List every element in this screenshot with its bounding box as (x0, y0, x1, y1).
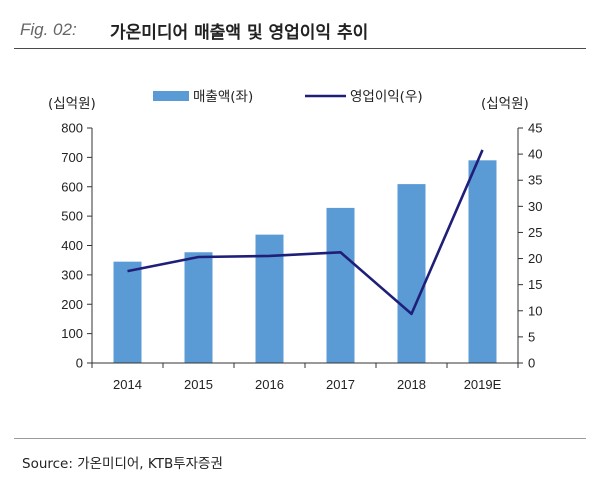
x-tick-label: 2015 (184, 377, 213, 392)
right-tick-label: 25 (528, 225, 542, 240)
right-tick-label: 5 (528, 329, 535, 344)
right-tick-label: 30 (528, 199, 542, 214)
bar-2017 (326, 207, 355, 363)
left-tick-label: 700 (61, 150, 83, 165)
figure-title: 가온미디어 매출액 및 영업이익 추이 (110, 23, 369, 43)
x-tick-label: 2014 (113, 377, 142, 392)
right-tick-label: 15 (528, 277, 542, 292)
legend-label-profit: 영업이익(우) (350, 89, 423, 105)
bar-2014 (113, 261, 142, 363)
left-axis-unit: (십억원) (48, 96, 96, 112)
bar-2015 (184, 252, 213, 363)
right-tick-label: 10 (528, 303, 542, 318)
source-note: Source: 가온미디어, KTB투자증권 (22, 456, 223, 472)
x-tick-label: 2016 (255, 377, 284, 392)
x-tick-label: 2017 (326, 377, 355, 392)
x-tick-label: 2018 (397, 377, 426, 392)
left-tick-label: 800 (61, 121, 83, 136)
figure-number: Fig. 02: (20, 20, 77, 39)
axes: 0 100 200 300 400 500 600 700 800 0 5 10 15 20 25 30 35 4… (61, 121, 542, 393)
bar-series (113, 160, 497, 363)
right-tick-label: 45 (528, 121, 542, 136)
bar-2019E (468, 160, 497, 363)
legend-label-sales: 매출액(좌) (193, 89, 253, 105)
bar-2018 (397, 184, 426, 363)
right-tick-label: 0 (528, 356, 535, 371)
bar-2016 (255, 234, 284, 363)
right-axis-unit: (십억원) (481, 96, 529, 112)
left-tick-label: 500 (61, 209, 83, 224)
right-tick-label: 40 (528, 147, 542, 162)
legend-swatch-sales (153, 91, 189, 101)
left-tick-label: 200 (61, 297, 83, 312)
left-tick-label: 600 (61, 179, 83, 194)
legend: 매출액(좌) 영업이익(우) (153, 89, 423, 105)
axis-unit-labels: (십억원) (십억원) (48, 96, 529, 112)
operating-profit-line (127, 149, 484, 316)
right-tick-label: 35 (528, 173, 542, 188)
footer-rule (14, 438, 586, 439)
left-tick-label: 100 (61, 326, 83, 341)
figure-header: Fig. 02: 가온미디어 매출액 및 영업이익 추이 (14, 14, 586, 49)
left-tick-label: 0 (76, 356, 83, 371)
left-tick-label: 400 (61, 238, 83, 253)
x-tick-label: 2019E (464, 377, 502, 392)
line-series (127, 149, 484, 316)
right-tick-label: 20 (528, 251, 542, 266)
left-tick-label: 300 (61, 267, 83, 282)
